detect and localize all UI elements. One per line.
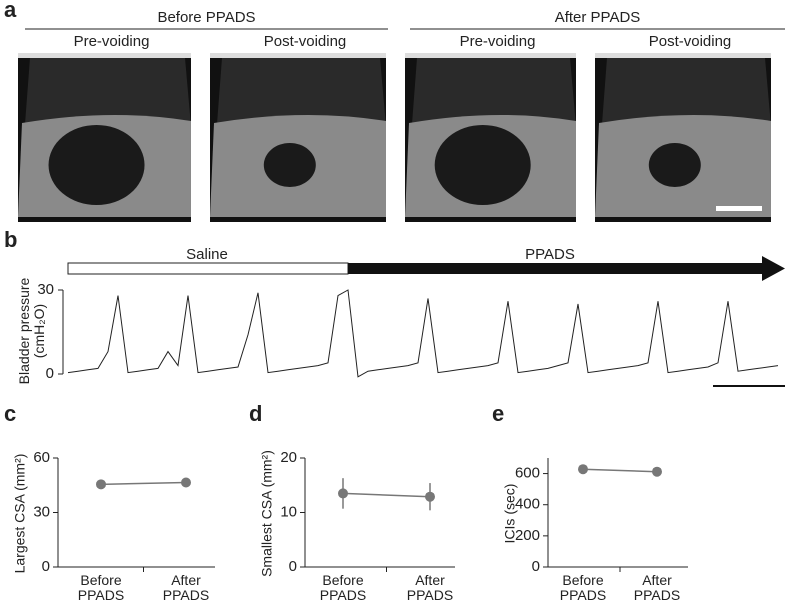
data-point	[425, 491, 435, 502]
top-ruler	[18, 53, 191, 58]
x-tick-label: After PPADS	[633, 572, 681, 603]
x-tick-label: After PPADS	[162, 572, 210, 603]
y-axis-label: Smallest CSA (mm²)	[258, 450, 275, 577]
condition-label: Pre-voiding	[74, 33, 150, 50]
depth-ruler	[191, 53, 205, 222]
y-axis-label: Bladder pressure (cmH₂O)	[16, 277, 47, 385]
y-tick-label: 400	[515, 496, 540, 513]
saline-bar	[67, 262, 349, 275]
y-tick-label: 0	[532, 558, 540, 575]
condition-label: Post-voiding	[264, 33, 347, 50]
x-tick-label: Before PPADS	[319, 572, 367, 603]
top-ruler	[210, 53, 386, 58]
bladder	[263, 143, 316, 187]
data-point	[181, 477, 191, 488]
data-point	[652, 466, 662, 477]
depth-ruler	[576, 53, 590, 222]
connector	[100, 481, 187, 486]
y-tick-label: 0	[42, 558, 50, 575]
y-tick-label: 0	[289, 558, 297, 575]
bladder	[48, 125, 145, 205]
data-point	[338, 488, 348, 499]
y-axis-label: Largest CSA (mm²)	[11, 453, 28, 574]
y-tick-label: 20	[280, 449, 297, 466]
panel-label: d	[249, 401, 263, 426]
top-ruler	[595, 53, 771, 58]
scale-bar	[716, 206, 762, 211]
panel-label: b	[4, 227, 18, 252]
phase-label: Saline	[186, 246, 228, 263]
ppads-arrow	[348, 256, 785, 281]
group-title: Before PPADS	[157, 9, 255, 26]
y-tick-label: 30	[33, 503, 50, 520]
pressure-trace	[67, 289, 779, 378]
data-point	[578, 464, 588, 475]
y-tick-label: 600	[515, 465, 540, 482]
depth-ruler	[771, 53, 785, 222]
top-ruler	[405, 53, 576, 58]
y-tick-label: 200	[515, 527, 540, 544]
y-tick-label: 10	[280, 503, 297, 520]
y-axis-label: ICIs (sec)	[501, 483, 518, 544]
y-tick-label: 30	[37, 281, 54, 298]
bladder	[648, 143, 701, 187]
condition-label: Post-voiding	[649, 33, 732, 50]
connector	[582, 468, 658, 473]
y-tick-label: 0	[46, 365, 54, 382]
depth-ruler	[386, 53, 400, 222]
condition-label: Pre-voiding	[460, 33, 536, 50]
data-point	[96, 479, 106, 490]
y-tick-label: 60	[33, 449, 50, 466]
x-tick-label: Before PPADS	[559, 572, 607, 603]
panel-label: c	[4, 401, 17, 426]
x-tick-label: After PPADS	[406, 572, 454, 603]
bladder	[434, 125, 531, 205]
x-tick-label: Before PPADS	[77, 572, 125, 603]
connector	[342, 492, 431, 498]
panel-label: a	[4, 0, 17, 22]
group-title: After PPADS	[555, 9, 641, 26]
phase-label: PPADS	[525, 246, 575, 263]
panel-label: e	[492, 401, 505, 426]
